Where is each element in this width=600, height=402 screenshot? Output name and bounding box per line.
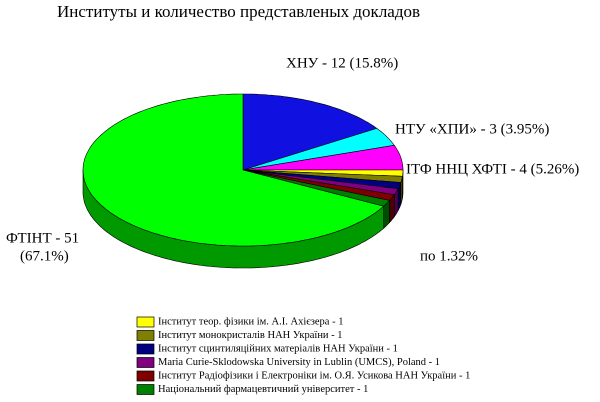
slice <box>242 93 378 171</box>
chart-title: Институты и количество представленых док… <box>57 2 420 21</box>
legend-label: Maria Curie-Sklodowska University in Lub… <box>158 357 440 368</box>
legend-label: Інститут монокристалів НАН України - 1 <box>158 330 343 341</box>
legend-label: Інститут Радіофізики і Електроніки ім. О… <box>158 370 470 381</box>
slice <box>82 93 385 247</box>
slice <box>242 144 404 171</box>
legend-swatch <box>136 316 155 328</box>
data-label: ФТІНТ - 51 <box>6 230 79 246</box>
legend-swatch <box>136 330 155 341</box>
data-label: ІТФ ННЦ ХФТІ - 4 (5.26%) <box>406 161 579 177</box>
data-label: по 1.32% <box>420 248 478 264</box>
legend-swatch <box>136 384 155 395</box>
legend-swatch <box>136 343 155 355</box>
legend-label: Національний фармацевтичний університет … <box>158 384 368 395</box>
data-label: ХНУ - 12 (15.8%) <box>286 55 398 71</box>
slice <box>242 128 395 171</box>
legend-label: Інститут сцинтиляційних матеріалів НАН У… <box>158 343 398 354</box>
legend-swatch <box>136 357 155 368</box>
legend-swatch <box>136 370 155 382</box>
legend-label: Інститут теор. фізики ім. А.І. Ахієзера … <box>158 316 343 327</box>
data-label: (67.1%) <box>20 248 69 264</box>
data-label: НТУ «ХПИ» - 3 (3.95%) <box>395 121 549 137</box>
